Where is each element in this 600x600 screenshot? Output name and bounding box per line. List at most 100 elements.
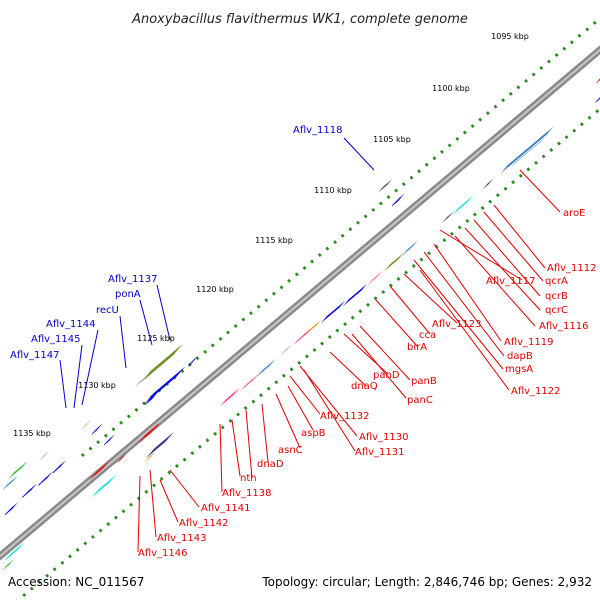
leader-line bbox=[359, 325, 411, 381]
gene-label: dapB bbox=[507, 351, 533, 362]
leader-line bbox=[137, 475, 141, 553]
scale-tick bbox=[394, 188, 399, 193]
scale-label: 1120 kbp bbox=[196, 285, 234, 294]
leader-line bbox=[493, 204, 546, 269]
gene-label: Aflv_1137 bbox=[108, 274, 158, 285]
scale-tick bbox=[159, 476, 164, 481]
scale-tick bbox=[592, 20, 597, 25]
scale-tick bbox=[381, 289, 386, 294]
leader-line bbox=[303, 369, 356, 452]
leader-line bbox=[454, 235, 536, 327]
scale-tick bbox=[203, 349, 208, 354]
leader-line bbox=[289, 375, 321, 415]
scale-tick bbox=[343, 322, 348, 327]
scale-label: 1130 kbp bbox=[78, 381, 116, 390]
leader-line bbox=[299, 365, 358, 437]
scale-tick bbox=[409, 175, 414, 180]
leader-line bbox=[275, 393, 301, 449]
scale-tick bbox=[572, 128, 577, 133]
gene-label: panB bbox=[411, 376, 437, 387]
scale-tick bbox=[327, 335, 332, 340]
scale-tick bbox=[210, 343, 215, 348]
scale-tick bbox=[29, 586, 34, 591]
annotation-block bbox=[3, 542, 25, 562]
scale-tick bbox=[462, 130, 467, 135]
annotation-block bbox=[144, 366, 186, 404]
scale-tick bbox=[96, 440, 101, 445]
scale-tick bbox=[388, 283, 393, 288]
scale-tick bbox=[45, 573, 50, 578]
annotation-block bbox=[293, 328, 311, 346]
annotation-block bbox=[2, 475, 18, 491]
scale-tick bbox=[534, 160, 539, 165]
scale-tick bbox=[271, 291, 276, 296]
scale-tick bbox=[442, 238, 447, 243]
scale-tick bbox=[190, 451, 195, 456]
gene-label: Aflv_1141 bbox=[201, 503, 251, 514]
scale-tick bbox=[119, 420, 124, 425]
gene-label: cca bbox=[419, 330, 436, 341]
scale-tick bbox=[325, 246, 330, 251]
scale-tick bbox=[539, 66, 544, 71]
scale-tick bbox=[447, 143, 452, 148]
scale-tick bbox=[348, 227, 353, 232]
scale-tick bbox=[577, 33, 582, 38]
scale-tick bbox=[427, 251, 432, 256]
plus-gene-arrow bbox=[595, 97, 600, 103]
scale-tick bbox=[363, 214, 368, 219]
scale-tick bbox=[205, 438, 210, 443]
plus-gene-arrow bbox=[103, 434, 115, 446]
scale-tick bbox=[569, 40, 574, 45]
gene-label: Aflv_1119 bbox=[504, 337, 554, 348]
scale-tick bbox=[266, 386, 271, 391]
scale-tick bbox=[294, 272, 299, 277]
scale-tick bbox=[480, 206, 485, 211]
scale-tick bbox=[508, 91, 513, 96]
scale-tick bbox=[350, 315, 355, 320]
scale-tick bbox=[585, 27, 590, 32]
scale-tick bbox=[511, 180, 516, 185]
annotation-block bbox=[366, 270, 384, 286]
leader-line bbox=[423, 251, 505, 357]
plus-gene-arrow bbox=[37, 471, 53, 486]
scale-tick bbox=[333, 240, 338, 245]
annotation-block bbox=[511, 137, 545, 167]
annotation-block bbox=[145, 452, 155, 462]
leader-line bbox=[403, 273, 458, 324]
scale-tick bbox=[335, 328, 340, 333]
leader-line bbox=[81, 329, 99, 406]
scale-tick bbox=[465, 218, 470, 223]
minus-gene-arrow bbox=[595, 78, 600, 85]
scale-tick bbox=[432, 156, 437, 161]
plus-gene-arrow bbox=[91, 423, 103, 435]
scale-tick bbox=[340, 233, 345, 238]
leader-line bbox=[219, 423, 223, 493]
annotation-block bbox=[482, 178, 494, 190]
leader-line bbox=[169, 469, 200, 508]
scale-tick bbox=[356, 220, 360, 225]
gene-label: Aflv_1146 bbox=[138, 548, 188, 559]
scale-tick bbox=[320, 341, 325, 346]
scale-tick bbox=[450, 231, 454, 236]
scale-tick bbox=[152, 483, 157, 488]
scale-tick bbox=[526, 167, 531, 172]
gene-label: Aflv_1118 bbox=[293, 125, 343, 136]
scale-tick bbox=[279, 285, 284, 290]
scale-tick bbox=[478, 117, 483, 122]
scale-tick bbox=[287, 278, 292, 283]
leader-line bbox=[483, 211, 544, 282]
annotation-block bbox=[134, 376, 146, 388]
scale-tick bbox=[113, 515, 118, 520]
scale-tick bbox=[175, 464, 179, 469]
annotation-block bbox=[384, 252, 404, 272]
scale-tick bbox=[256, 304, 261, 309]
scale-tick bbox=[197, 444, 202, 449]
scale-tick bbox=[549, 148, 554, 153]
scale-label: 1105 kbp bbox=[373, 135, 411, 144]
gene-label: Aflv_1130 bbox=[359, 432, 409, 443]
gene-label: panD bbox=[373, 370, 400, 381]
leader-line bbox=[73, 344, 83, 409]
plus-gene-arrow bbox=[145, 392, 158, 405]
gene-label: Aflv_1132 bbox=[320, 411, 370, 422]
